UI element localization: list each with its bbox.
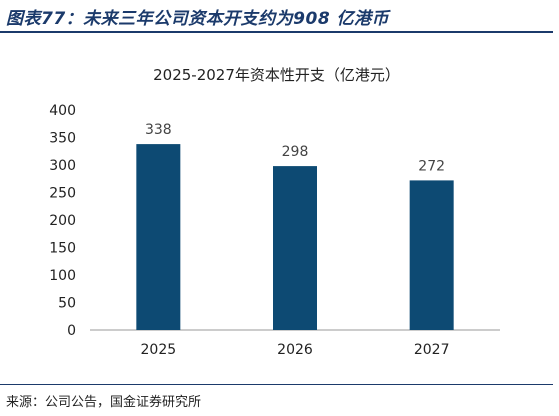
source-rule [0, 384, 553, 385]
y-tick-label: 0 [67, 323, 76, 339]
bar [409, 180, 454, 330]
data-label: 338 [145, 122, 172, 138]
y-tick-label: 400 [49, 103, 76, 119]
data-label: 272 [418, 158, 445, 174]
figure-title: 图表77：未来三年公司资本开支约为908 亿港币 [6, 9, 390, 29]
x-tick-label: 2025 [141, 342, 177, 358]
source-note: 来源：公司公告，国金证券研究所 [6, 395, 202, 410]
y-tick-label: 100 [49, 268, 76, 284]
title-rule [0, 31, 553, 33]
data-label: 298 [282, 144, 309, 160]
bar [136, 144, 181, 330]
y-tick-label: 50 [58, 296, 76, 312]
y-tick-label: 200 [49, 213, 76, 229]
x-tick-label: 2027 [414, 342, 450, 358]
y-tick-label: 250 [49, 186, 76, 202]
chart-title: 2025-2027年资本性开支（亿港元） [153, 66, 400, 84]
y-tick-label: 300 [49, 158, 76, 174]
y-tick-label: 150 [49, 241, 76, 257]
x-tick-label: 2026 [277, 342, 313, 358]
bar-chart: 0 50 100 150 200 250 300 350 400 338 2025 298 2026 27… [49, 103, 500, 358]
y-tick-label: 350 [49, 131, 76, 147]
bar [273, 166, 317, 330]
